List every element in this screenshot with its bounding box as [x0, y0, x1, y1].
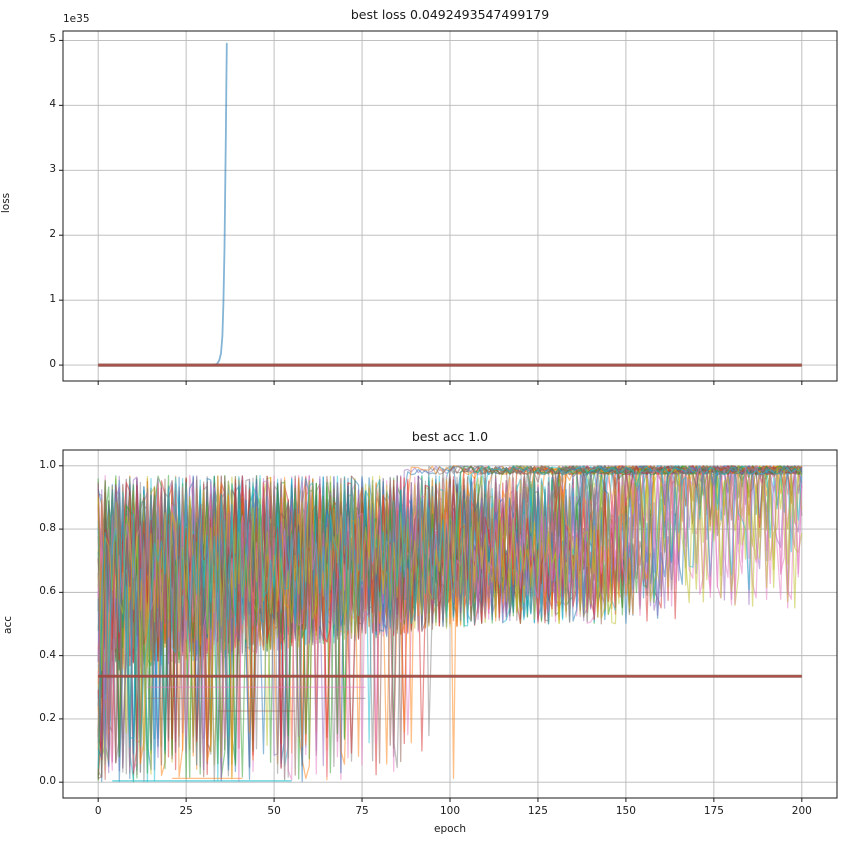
loss-plot-title: best loss 0.0492493547499179: [350, 7, 550, 22]
acc-x-tick-label: 0: [94, 805, 102, 817]
acc-x-tick-label: 100: [439, 805, 461, 817]
epoch-xlabel: epoch: [434, 823, 466, 835]
loss-y-tick-label: 3: [49, 163, 56, 176]
acc-series-line: [97, 465, 803, 769]
acc-x-tick-label: 75: [355, 805, 369, 817]
acc-y-tick-label: 0.2: [39, 711, 56, 724]
loss-y-tick-label: 0: [49, 358, 56, 371]
acc-x-tick-label: 175: [703, 805, 724, 817]
acc-x-tick-label: 200: [791, 805, 812, 817]
loss-axes: [59, 30, 838, 385]
acc-plot-title: best acc 1.0: [411, 429, 489, 444]
acc-x-tick-label: 50: [267, 805, 281, 817]
loss-axis-offset-text: 1e35: [63, 13, 90, 25]
acc-axes: [59, 449, 838, 802]
acc-x-tick-label: 25: [179, 805, 193, 817]
loss-y-tick-label: 1: [49, 293, 56, 306]
acc-x-tick-label: 150: [615, 805, 636, 817]
acc-y-tick-label: 0.8: [39, 522, 56, 535]
diverging-loss-run: [213, 42, 228, 367]
loss-y-tick-label: 4: [49, 98, 56, 111]
acc-y-tick-label: 0.6: [39, 585, 56, 598]
loss-y-tick-label: 5: [49, 33, 56, 46]
acc-x-tick-label: 125: [527, 805, 548, 817]
acc-ylabel: acc: [1, 616, 14, 634]
acc-y-tick-label: 0.4: [39, 648, 56, 661]
acc-y-tick-label: 1.0: [39, 458, 56, 471]
acc-y-tick-label: 0.0: [39, 775, 56, 788]
loss-ylabel: loss: [0, 192, 13, 214]
loss-y-tick-label: 2: [49, 228, 56, 241]
